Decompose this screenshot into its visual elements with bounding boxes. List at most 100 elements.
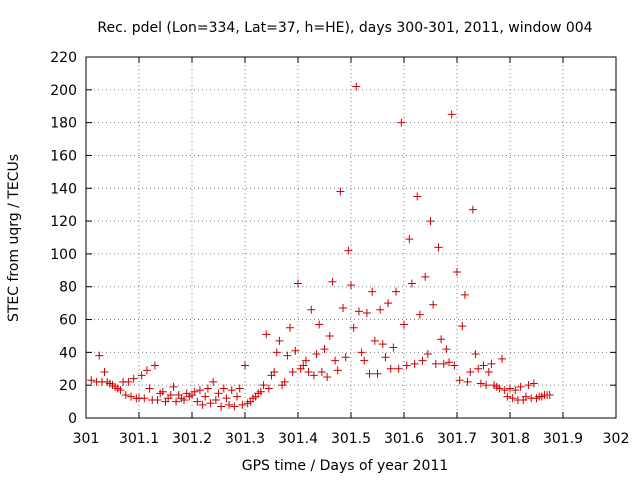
- data-point: [166, 391, 175, 400]
- y-tick-label: 60: [59, 313, 77, 329]
- data-point: [301, 356, 310, 365]
- y-tick-label: 220: [50, 50, 77, 66]
- data-point: [500, 386, 509, 395]
- data-point: [172, 397, 181, 406]
- data-point: [294, 279, 302, 288]
- data-point: [407, 279, 416, 288]
- data-point: [238, 400, 247, 409]
- data-point: [503, 392, 512, 401]
- data-point: [386, 364, 395, 373]
- data-point: [423, 350, 432, 359]
- data-point: [453, 267, 461, 276]
- data-point: [429, 300, 438, 309]
- data-point: [476, 379, 485, 388]
- data-point: [158, 387, 167, 396]
- x-tick-label: 301.7: [437, 431, 477, 447]
- data-point: [431, 359, 440, 368]
- data-point: [169, 382, 178, 391]
- data-point: [230, 402, 239, 411]
- data-point: [495, 384, 504, 393]
- x-tick-label: 301.4: [278, 431, 318, 447]
- data-point: [312, 350, 321, 359]
- data-point: [347, 281, 355, 290]
- data-point: [127, 392, 136, 401]
- data-point: [217, 402, 226, 411]
- data-point: [190, 387, 199, 396]
- x-tick-label: 301.6: [384, 431, 424, 447]
- data-point: [264, 384, 273, 393]
- x-tick-label: 301.8: [490, 431, 530, 447]
- data-point: [153, 395, 162, 404]
- data-point: [214, 389, 223, 398]
- grid: [86, 57, 616, 418]
- y-tick-label: 140: [50, 181, 77, 197]
- x-tick-label: 301.3: [225, 431, 265, 447]
- x-tick-label: 301.5: [331, 431, 371, 447]
- data-point: [286, 323, 295, 332]
- data-point: [233, 392, 242, 401]
- data-point: [283, 351, 292, 360]
- data-point: [121, 391, 130, 400]
- data-point: [381, 353, 390, 362]
- data-point: [373, 369, 382, 378]
- data-point: [516, 382, 525, 391]
- data-point: [309, 371, 318, 380]
- data-point: [150, 361, 159, 370]
- y-tick-label: 200: [50, 83, 77, 99]
- y-tick-label: 40: [59, 345, 77, 361]
- data-point: [142, 366, 151, 375]
- data-point: [370, 336, 379, 345]
- data-point: [124, 377, 133, 386]
- data-point: [315, 320, 324, 329]
- data-point: [331, 356, 340, 365]
- data-point: [415, 310, 424, 319]
- data-point: [450, 361, 459, 370]
- data-point: [466, 368, 475, 377]
- data-point: [198, 400, 207, 409]
- data-point: [368, 287, 377, 296]
- data-point: [529, 379, 538, 388]
- data-point: [344, 246, 353, 255]
- data-point: [209, 377, 218, 386]
- y-tick-label: 20: [59, 378, 77, 394]
- data-point: [320, 345, 329, 354]
- data-point: [447, 110, 456, 119]
- data-point: [484, 368, 493, 377]
- data-point: [365, 369, 374, 378]
- data-point: [474, 364, 483, 373]
- data-point: [434, 243, 443, 252]
- data-point: [445, 358, 454, 367]
- data-point: [508, 394, 517, 403]
- data-point: [511, 386, 520, 395]
- data-point: [378, 340, 387, 349]
- data-point: [304, 368, 313, 377]
- data-point: [100, 368, 109, 377]
- y-tick-label: 0: [68, 411, 77, 427]
- data-point: [458, 322, 467, 331]
- data-point: [203, 384, 212, 393]
- data-point: [256, 387, 265, 396]
- data-point: [180, 395, 189, 404]
- data-point: [468, 205, 477, 214]
- data-point: [95, 351, 104, 360]
- data-point: [328, 277, 337, 286]
- data-point: [272, 348, 281, 357]
- data-point: [402, 361, 411, 370]
- data-point: [235, 384, 244, 393]
- data-point: [482, 381, 491, 390]
- data-point: [545, 391, 554, 400]
- data-point: [116, 386, 125, 395]
- data-point: [317, 368, 326, 377]
- data-point: [418, 356, 427, 365]
- data-point: [376, 305, 385, 314]
- x-tick-label: 301.9: [543, 431, 583, 447]
- data-point: [323, 372, 332, 381]
- axis-ticks: [85, 56, 617, 419]
- data-point: [291, 346, 300, 355]
- data-point: [455, 376, 464, 385]
- data-point: [524, 381, 533, 390]
- data-point: [280, 377, 289, 386]
- x-tick-label: 301.1: [119, 431, 159, 447]
- y-tick-label: 160: [50, 148, 77, 164]
